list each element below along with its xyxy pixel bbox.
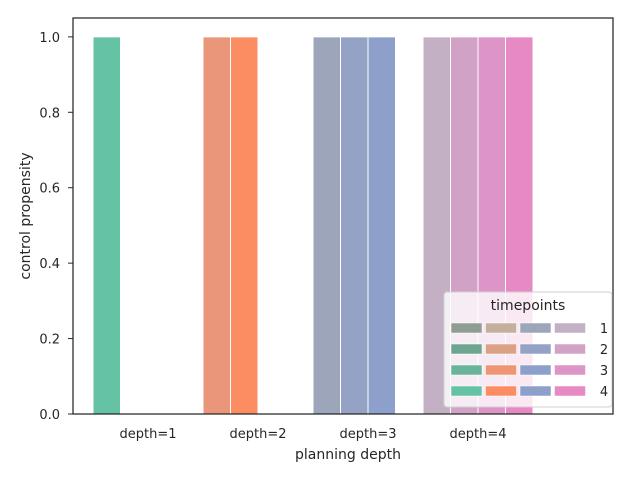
axes-frame xyxy=(72,17,614,415)
legend-swatch xyxy=(485,364,517,376)
legend-entry-label: 4 xyxy=(600,385,608,400)
legend: timepoints 1 2 3 4 xyxy=(443,291,613,408)
legend-entry-label: 1 xyxy=(600,322,608,337)
legend-swatch xyxy=(554,364,586,376)
x-tick-label: depth=3 xyxy=(339,427,396,442)
bar-depth-2-timepoint-1 xyxy=(202,36,231,415)
y-tick-label: 0.4 xyxy=(39,257,60,272)
legend-swatch xyxy=(554,385,586,397)
legend-swatch xyxy=(450,343,483,355)
legend-entry-label: 2 xyxy=(600,343,608,358)
bar-depth-3-timepoint-2 xyxy=(340,36,369,415)
y-tick-label: 0.2 xyxy=(39,333,60,348)
bar-depth-3-timepoint-1 xyxy=(312,36,341,415)
legend-swatch xyxy=(485,322,517,334)
y-tick-label: 0.6 xyxy=(39,182,60,197)
bar-depth-1-timepoint-1 xyxy=(92,36,121,415)
bar-depth-2-timepoint-2 xyxy=(230,36,259,415)
legend-swatch xyxy=(519,322,552,334)
bar-depth-3-timepoint-3 xyxy=(367,36,396,415)
legend-rows: 1 2 3 4 xyxy=(450,322,608,400)
x-axis-label: planning depth xyxy=(295,447,401,463)
x-tick-label: depth=1 xyxy=(119,427,176,442)
legend-swatch xyxy=(519,385,552,397)
y-tick-label: 1.0 xyxy=(39,31,60,46)
x-tick-label: depth=4 xyxy=(449,427,506,442)
legend-entry-label: 3 xyxy=(600,364,608,379)
y-axis-label: control propensity xyxy=(18,152,34,279)
x-tick-label: depth=2 xyxy=(229,427,286,442)
legend-swatch xyxy=(554,343,586,355)
legend-swatch xyxy=(519,343,552,355)
legend-swatch xyxy=(450,364,483,376)
legend-swatch xyxy=(485,385,517,397)
legend-title: timepoints xyxy=(491,298,566,314)
x-ticks: depth=1 depth=2 depth=3 depth=4 xyxy=(119,427,506,442)
legend-swatch xyxy=(450,322,483,334)
legend-swatch xyxy=(554,322,586,334)
legend-swatch xyxy=(450,385,483,397)
legend-swatch xyxy=(485,343,517,355)
y-ticks: 0.0 0.2 0.4 0.6 0.8 1.0 xyxy=(39,31,73,423)
y-tick-label: 0.0 xyxy=(39,408,60,423)
legend-swatch xyxy=(519,364,552,376)
y-tick-label: 0.8 xyxy=(39,106,60,121)
